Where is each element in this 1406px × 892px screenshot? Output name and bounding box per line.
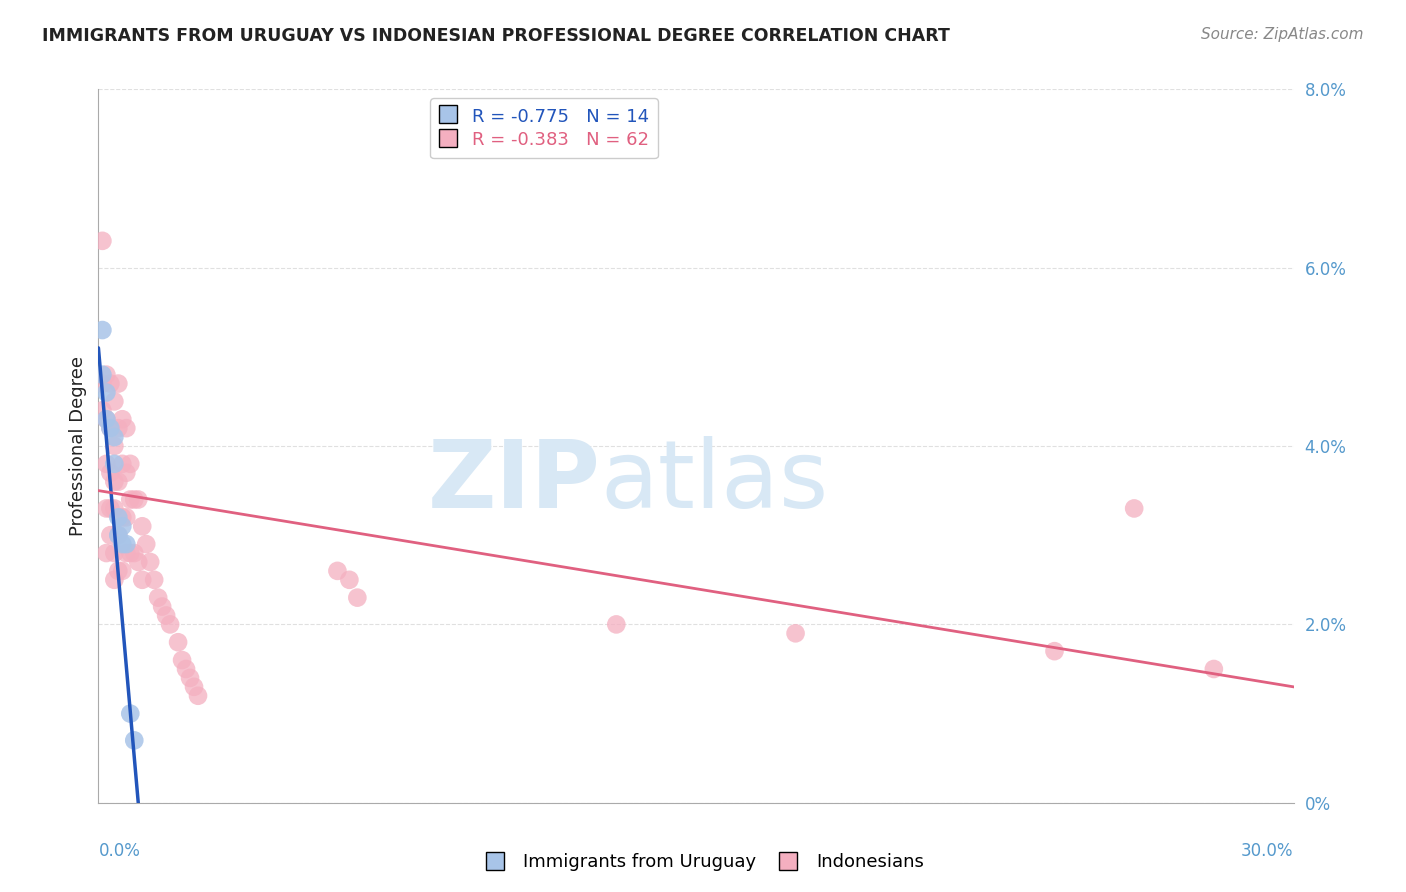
Point <box>91 376 114 391</box>
Legend: Immigrants from Uruguay, Indonesians: Immigrants from Uruguay, Indonesians <box>475 847 931 879</box>
Y-axis label: Professional Degree: Professional Degree <box>69 356 87 536</box>
Point <box>103 546 125 560</box>
Text: 0.0%: 0.0% <box>98 842 141 860</box>
Point <box>155 608 177 623</box>
Point <box>605 617 627 632</box>
Point <box>111 519 134 533</box>
Point <box>100 376 122 391</box>
Point <box>111 457 134 471</box>
Point <box>96 457 118 471</box>
Point <box>100 421 122 435</box>
Point <box>96 412 118 426</box>
Point <box>115 546 138 560</box>
Point <box>1123 501 1146 516</box>
Point <box>148 591 170 605</box>
Point <box>91 368 114 382</box>
Point <box>107 528 129 542</box>
Text: Source: ZipAtlas.com: Source: ZipAtlas.com <box>1201 27 1364 42</box>
Point <box>100 501 122 516</box>
Point <box>111 537 134 551</box>
Point <box>96 501 118 516</box>
Point <box>115 537 138 551</box>
Point <box>124 546 146 560</box>
Point <box>115 510 138 524</box>
Point <box>131 573 153 587</box>
Point <box>1043 644 1066 658</box>
Point <box>111 510 134 524</box>
Point <box>107 510 129 524</box>
Point <box>103 573 125 587</box>
Point <box>1202 662 1225 676</box>
Point <box>103 457 125 471</box>
Point <box>96 368 118 382</box>
Point <box>103 475 125 489</box>
Point <box>172 653 194 667</box>
Point <box>124 492 146 507</box>
Text: 30.0%: 30.0% <box>1241 842 1294 860</box>
Point <box>150 599 173 614</box>
Point <box>183 680 205 694</box>
Point <box>187 689 209 703</box>
Point <box>103 394 125 409</box>
Point <box>785 626 807 640</box>
Point <box>139 555 162 569</box>
Text: ZIP: ZIP <box>427 435 600 528</box>
Point <box>100 528 122 542</box>
Point <box>115 466 138 480</box>
Point <box>120 457 142 471</box>
Point <box>96 546 118 560</box>
Point <box>107 475 129 489</box>
Point <box>174 662 197 676</box>
Point <box>91 234 114 248</box>
Point <box>179 671 201 685</box>
Point <box>115 421 138 435</box>
Text: atlas: atlas <box>600 435 828 528</box>
Point <box>135 537 157 551</box>
Point <box>111 412 134 426</box>
Point <box>107 528 129 542</box>
Point <box>339 573 360 587</box>
Point <box>96 385 118 400</box>
Point <box>346 591 368 605</box>
Point <box>120 706 142 721</box>
Point <box>96 412 118 426</box>
Point <box>100 421 122 435</box>
Point <box>131 519 153 533</box>
Point <box>91 323 114 337</box>
Point <box>100 466 122 480</box>
Legend: R = -0.775   N = 14, R = -0.383   N = 62: R = -0.775 N = 14, R = -0.383 N = 62 <box>430 98 658 158</box>
Text: IMMIGRANTS FROM URUGUAY VS INDONESIAN PROFESSIONAL DEGREE CORRELATION CHART: IMMIGRANTS FROM URUGUAY VS INDONESIAN PR… <box>42 27 950 45</box>
Point <box>143 573 166 587</box>
Point <box>107 376 129 391</box>
Point <box>107 421 129 435</box>
Point <box>103 501 125 516</box>
Point <box>103 439 125 453</box>
Point <box>326 564 349 578</box>
Point <box>127 555 149 569</box>
Point <box>107 564 129 578</box>
Point <box>127 492 149 507</box>
Point <box>91 403 114 417</box>
Point <box>103 430 125 444</box>
Point <box>124 733 146 747</box>
Point <box>120 492 142 507</box>
Point <box>167 635 190 649</box>
Point <box>159 617 181 632</box>
Point <box>120 546 142 560</box>
Point <box>111 564 134 578</box>
